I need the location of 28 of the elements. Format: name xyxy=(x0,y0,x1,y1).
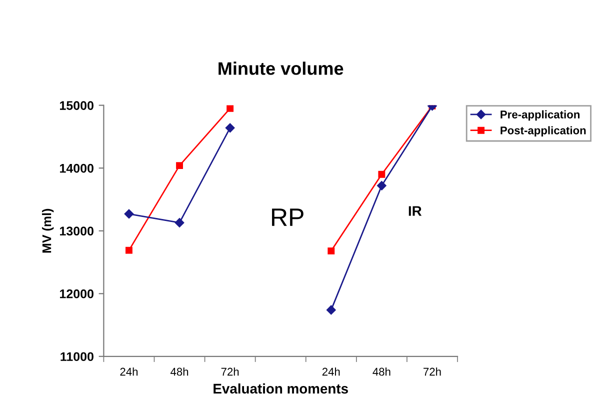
x-tick-label: 48h xyxy=(372,368,390,376)
point xyxy=(377,181,386,190)
point xyxy=(378,170,386,178)
point xyxy=(174,218,184,228)
y-tick-label: 11000 xyxy=(60,352,94,362)
legend-label: Pre-application xyxy=(500,110,580,121)
x-tick-label: 24h xyxy=(120,368,138,376)
chart-title: Minute volume xyxy=(218,62,344,75)
y-tick-label: 15000 xyxy=(60,101,94,110)
point xyxy=(126,246,132,254)
x-tick-label: 72h xyxy=(221,368,239,376)
y-tick-label: 13000 xyxy=(60,226,94,236)
y-tick-label: 12000 xyxy=(60,289,94,298)
point xyxy=(328,247,335,254)
x-axis-title: Evaluation moments xyxy=(214,383,348,394)
legend-label: Post-application xyxy=(500,126,586,137)
y-tick-label: 14000 xyxy=(60,164,94,173)
point xyxy=(176,162,183,170)
point xyxy=(226,105,234,112)
point xyxy=(124,209,134,219)
annotation: IR xyxy=(408,206,422,216)
point xyxy=(225,123,235,133)
x-tick-label: 48h xyxy=(170,368,188,376)
point xyxy=(326,305,336,315)
x-tick-label: 24h xyxy=(322,368,340,376)
x-tick-label: 72h xyxy=(424,368,441,376)
annotation: RP xyxy=(272,208,304,226)
y-axis-title: MV (ml) xyxy=(42,208,54,253)
